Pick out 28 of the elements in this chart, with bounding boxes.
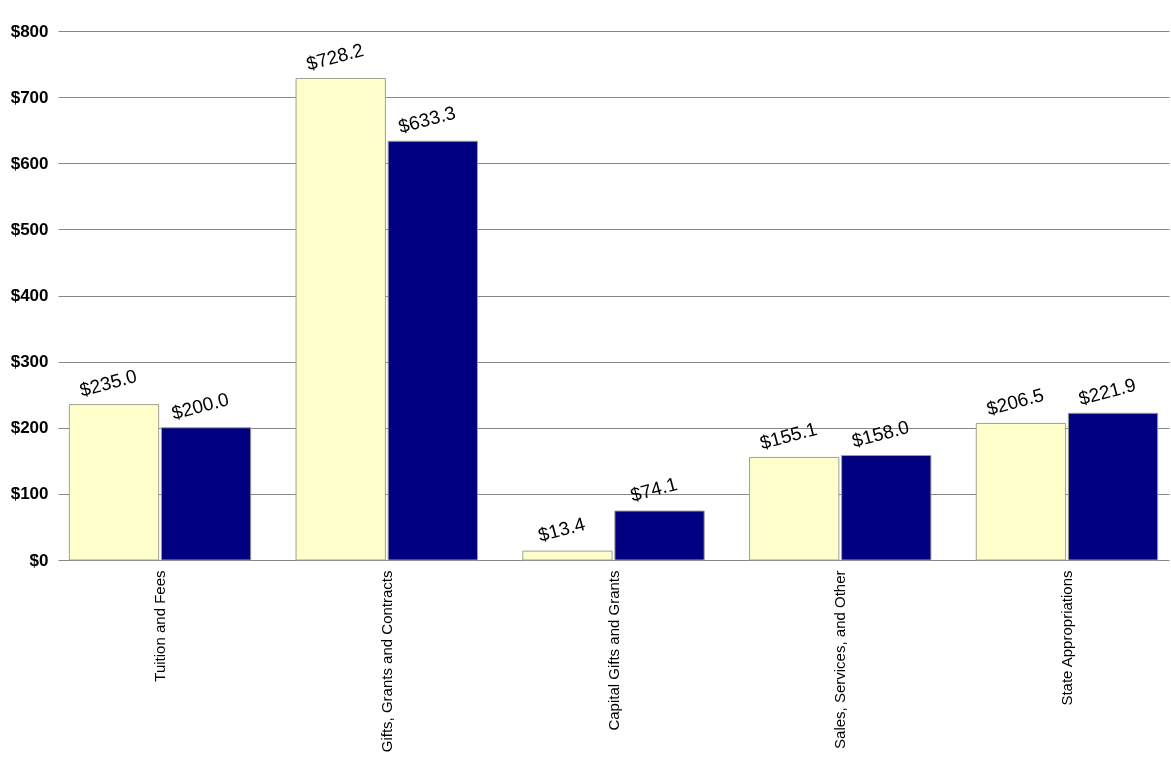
data-label: $200.0 <box>169 388 232 424</box>
y-tick-label: $800 <box>10 21 49 41</box>
x-tick-label: State Appropriations <box>1057 570 1075 706</box>
data-label: $235.0 <box>77 365 139 401</box>
y-tick-label: $400 <box>10 286 49 305</box>
x-tick-label: Sales, Services, and Other <box>831 570 849 749</box>
y-tick-label: $600 <box>10 153 49 173</box>
bar <box>975 422 1067 561</box>
data-label: $13.4 <box>535 513 588 546</box>
x-tick-label: Gifts, Grants and Contracts <box>377 570 395 753</box>
data-label: $74.1 <box>628 472 680 506</box>
y-tick-label: $0 <box>29 550 49 570</box>
data-label: $158.0 <box>849 416 912 452</box>
data-label: $206.5 <box>984 384 1046 420</box>
bar <box>68 404 160 561</box>
data-label: $155.1 <box>757 418 820 454</box>
x-tick-label: Tuition and Fees <box>151 570 169 682</box>
y-tick-label: $700 <box>10 87 49 107</box>
bar <box>1067 412 1159 561</box>
x-tick-label: Capital Gifts and Grants <box>604 570 622 731</box>
data-label: $221.9 <box>1076 373 1138 410</box>
data-label: $728.2 <box>304 39 366 75</box>
y-tick-label: $500 <box>10 219 49 239</box>
y-tick-label: $100 <box>10 484 49 504</box>
y-tick-label: $300 <box>10 352 49 372</box>
data-label: $633.3 <box>396 101 458 138</box>
bar <box>160 427 252 561</box>
y-tick-label: $200 <box>10 418 49 438</box>
